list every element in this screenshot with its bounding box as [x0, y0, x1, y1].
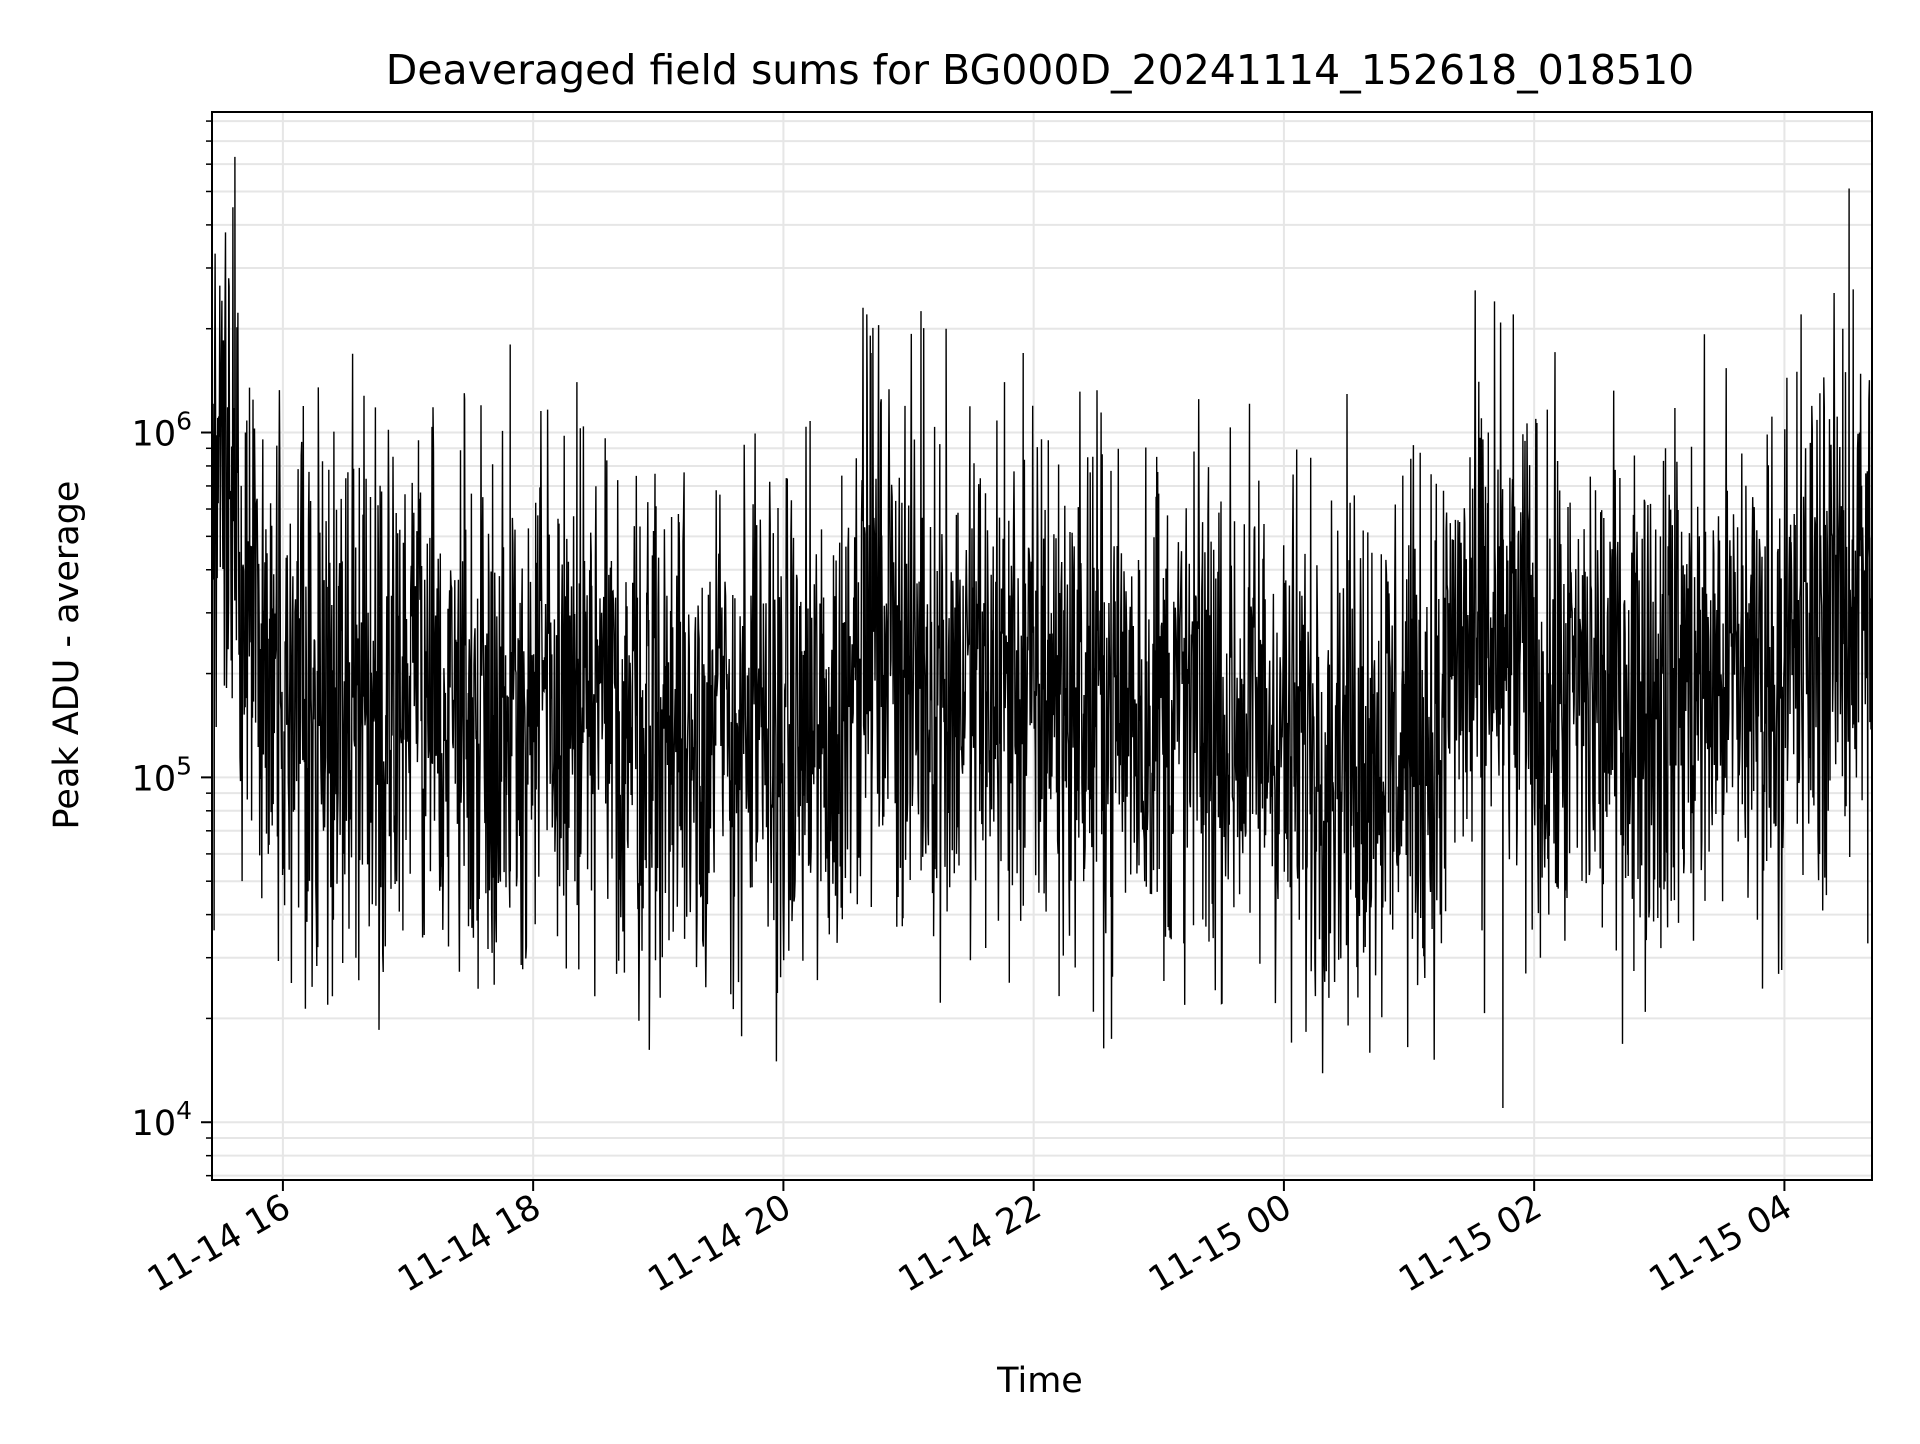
y-tick-exponent: 5 — [176, 751, 192, 780]
y-tick-exponent: 6 — [176, 407, 192, 436]
plot-frame — [211, 111, 1873, 1181]
x-axis-label: Time — [996, 1361, 1083, 1401]
y-axis-label: Peak ADU - average — [47, 481, 87, 830]
chart-title: Deaveraged field sums for BG000D_2024111… — [386, 46, 1695, 94]
series-line — [211, 156, 1873, 1109]
line-layer — [211, 156, 1873, 1109]
y-tick-exponent: 4 — [176, 1096, 192, 1125]
